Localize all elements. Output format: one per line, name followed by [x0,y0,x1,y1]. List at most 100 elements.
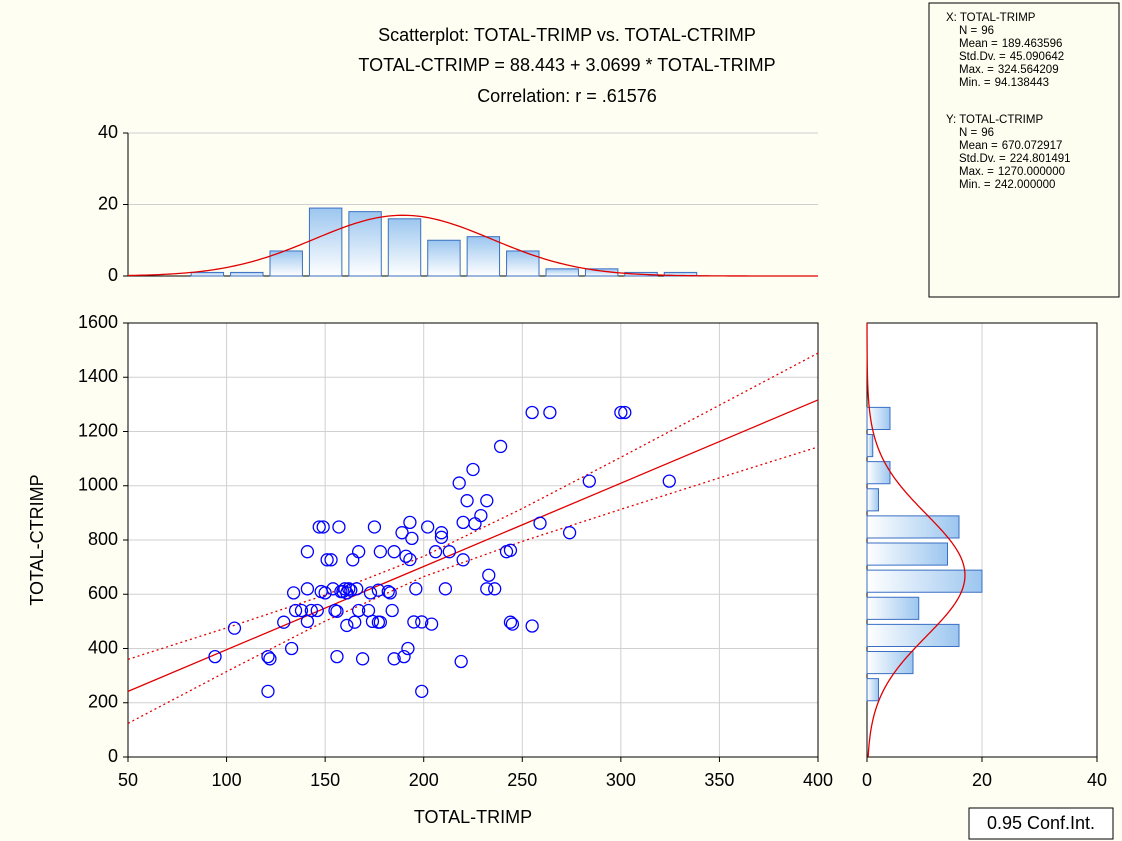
y-axis-title: TOTAL-CTRIMP [27,474,47,605]
histogram-bar [545,268,579,277]
stats-line: Std.Dv. = 224.801491 [959,153,1071,165]
stats-label: N = [959,127,978,139]
histogram-bar [866,515,960,539]
scatter-point [614,405,628,420]
annotation: Correlation: r = .61576 [477,86,657,106]
scatter-point [373,545,387,559]
scatter-point [288,603,303,618]
histogram-bar [866,406,891,430]
scatter-point [350,582,364,596]
stats-label: Mean = [959,38,998,50]
stats-header: Y: TOTAL-CTRIMP [946,114,1043,126]
legend-box [968,807,1114,840]
scatter-point [227,621,242,635]
scatter-point [399,549,413,563]
scatter-point [300,545,315,559]
stats-label: Min. = [959,77,991,89]
scatter-point [304,603,318,618]
scatter-point [320,553,334,567]
scatter-point [373,615,387,629]
scatter-point [312,520,326,534]
scatter-point [618,405,632,420]
stats-line: Max. = 324.564209 [959,64,1059,76]
legend-label: 0.95 Conf.Int. [987,813,1095,833]
scatter-point [208,649,222,664]
scatter-point [488,582,502,596]
y-tick-label: 1000 [78,475,118,495]
scatter-point [480,494,494,508]
stats-line: N = 96 [959,127,994,139]
scatter-point [525,405,539,420]
y-tick-label: 40 [98,122,118,142]
y-tick-label: 800 [88,529,118,549]
scatter-point [662,474,676,488]
x-tick-label: 400 [803,770,833,790]
scatter-point [381,584,395,599]
stats-label: Std.Dv. = [959,51,1006,63]
y-tick-label: 400 [88,637,118,657]
scatter-point [460,494,474,508]
scatter-point [503,615,518,629]
scatter-point [352,603,366,618]
histogram-bar [866,461,891,485]
scatter-point [403,515,417,530]
stats-line: N = 96 [959,25,994,37]
scatter-point [415,615,429,629]
stats-line: Mean = 670.072917 [959,140,1062,152]
histogram-bar [190,271,225,277]
stats-label: Std.Dv. = [959,153,1006,165]
scatter-point [342,582,356,596]
scatter-point [466,462,480,477]
histogram-bar [348,211,382,277]
stats-line: Min. = 242.000000 [959,179,1055,191]
scatter-point [330,649,344,664]
x-tick-label: 200 [409,770,439,790]
histogram-bar [506,250,540,277]
normal-curve [127,214,818,277]
stats-line: Max. = 1270.000000 [959,166,1065,178]
x-tick-label: 0 [862,770,872,790]
scatter-point [405,531,419,546]
stats-label: Max. = [959,64,994,76]
scatter-point [387,545,401,559]
normal-curve [866,323,966,758]
histogram-bar [866,651,914,675]
histogram-bar [866,623,960,647]
plot-frame [866,322,1098,758]
histogram-bar [866,542,948,566]
scatter-point [503,543,518,557]
stats-value: 224.801491 [1010,153,1071,165]
scatter-point [330,604,344,618]
scatter-point [332,520,346,534]
scatter-point [263,652,277,666]
scatter-point [562,526,577,540]
scatter-point [310,603,324,618]
scatter-point [300,582,315,596]
scatter-point [428,545,443,559]
x-tick-label: 20 [972,770,992,790]
stats-value: 1270.000000 [998,166,1065,178]
plot-frame [127,322,819,758]
stats-label: Max. = [959,166,994,178]
scatter-point [367,520,382,534]
scatter-point [318,586,332,600]
histogram-bar [466,236,501,277]
histogram-bar [387,218,422,277]
scatter-point [434,526,449,540]
stats-value: 96 [981,127,994,139]
x-tick-label: 50 [118,770,138,790]
scatter-point [415,684,429,699]
scatter-point [421,520,435,534]
x-tick-label: 250 [507,770,537,790]
y-tick-label: 200 [88,692,118,712]
x-tick-label: 150 [310,770,340,790]
chart-subtitle: TOTAL-CTRIMP = 88.443 + 3.0699 * TOTAL-T… [358,55,775,75]
scatter-point [261,684,275,699]
stats-line: Min. = 94.138443 [959,77,1049,89]
scatter-point [442,545,456,559]
x-tick-label: 40 [1087,770,1107,790]
scatter-point [493,439,508,454]
chart-title: Scatterplot: TOTAL-TRIMP vs. TOTAL-CTRIM… [378,25,756,45]
scatter-point [456,553,470,567]
scatter-point [474,508,488,523]
